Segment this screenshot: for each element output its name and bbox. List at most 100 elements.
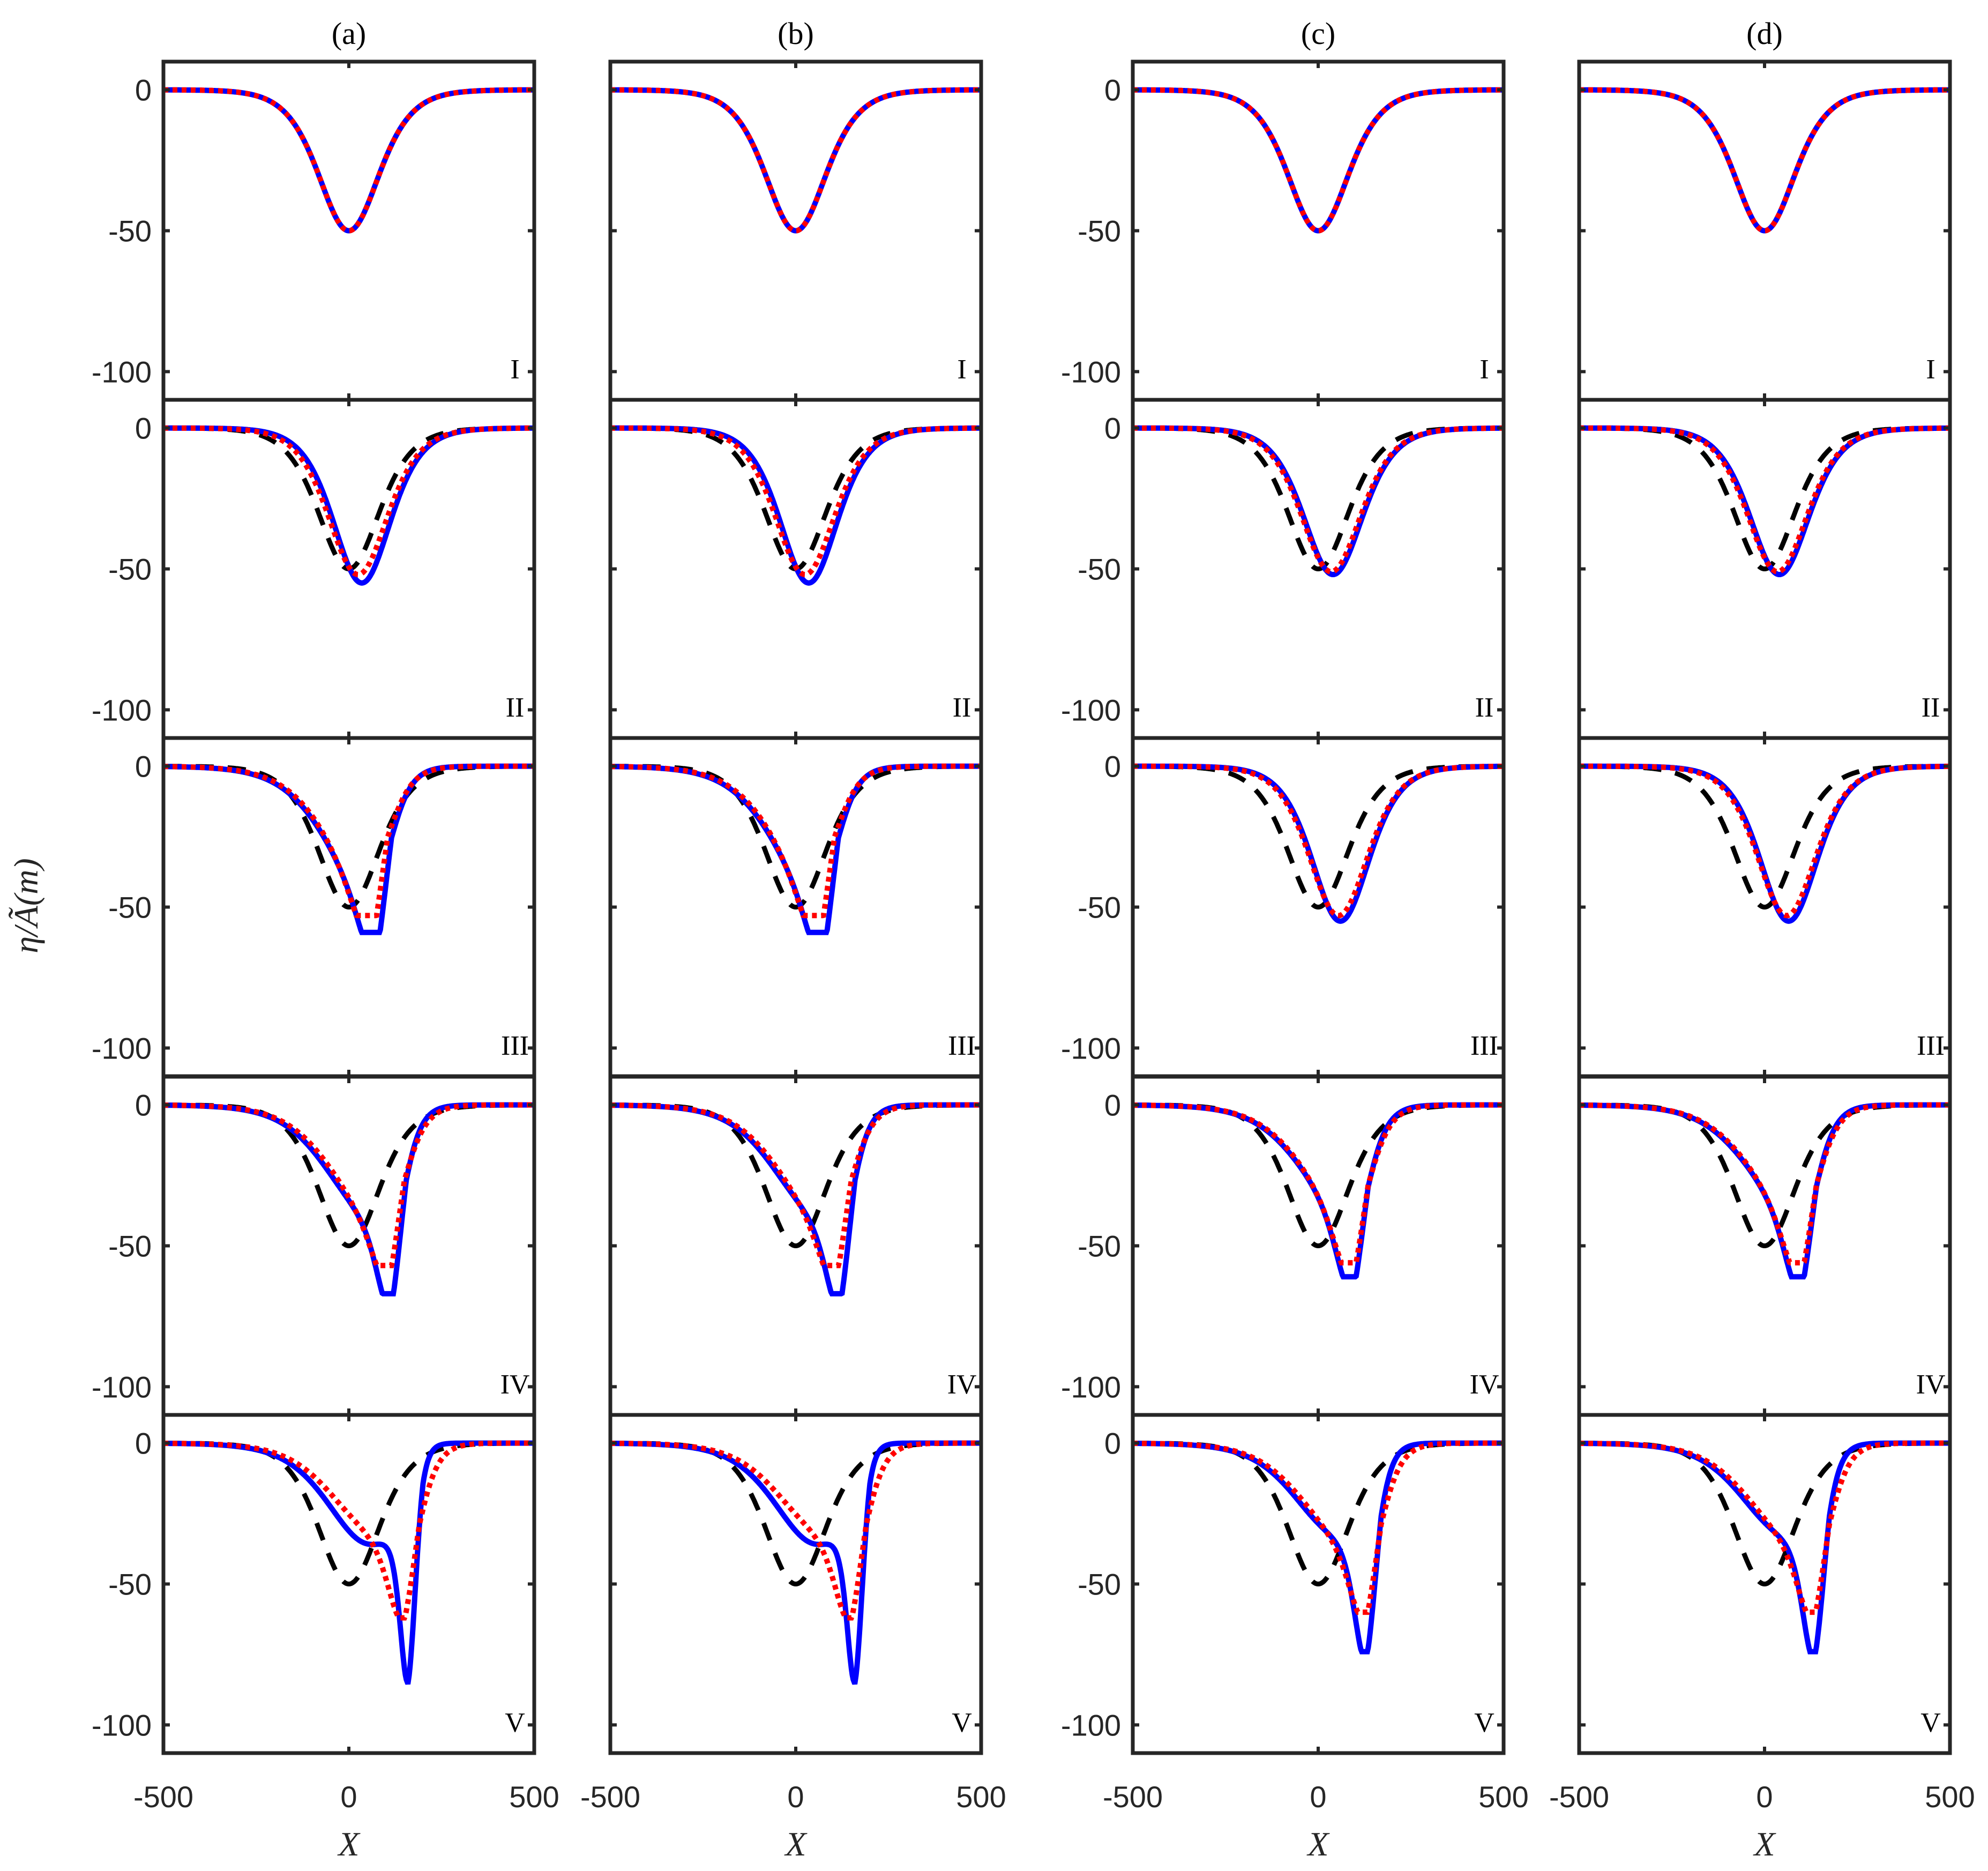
row-label: V <box>505 1708 525 1738</box>
y-tick-label: -100 <box>92 1708 152 1742</box>
row-label: I <box>1926 354 1935 385</box>
solid-blue-curve <box>163 425 534 586</box>
row-label: III <box>501 1031 529 1061</box>
solid-blue-curve <box>1579 763 1950 924</box>
y-tick-label: -100 <box>92 1031 152 1065</box>
row-label: I <box>957 354 966 385</box>
y-tick-label: -50 <box>108 1229 152 1263</box>
y-tick-label: -50 <box>108 891 152 925</box>
y-tick-label: -50 <box>108 1568 152 1601</box>
column-title: (a) <box>332 16 366 51</box>
y-tick-label: -100 <box>1061 1370 1121 1404</box>
panel-d-I: I <box>1577 59 1952 402</box>
panel-a-II: 0 -50 -100 II <box>92 398 536 740</box>
y-tick-label: 0 <box>135 1089 152 1122</box>
solid-blue-curve <box>1133 425 1504 578</box>
solid-blue-curve <box>163 87 534 234</box>
dotted-red-curve <box>163 1102 534 1269</box>
column-title: (b) <box>778 16 814 51</box>
dotted-red-curve <box>163 763 534 919</box>
dotted-red-curve <box>1133 425 1504 575</box>
dotted-red-curve <box>163 1440 534 1621</box>
dotted-red-curve <box>1133 1102 1504 1266</box>
row-label: V <box>1474 1708 1494 1738</box>
row-label: III <box>948 1031 976 1061</box>
row-label: IV <box>1916 1369 1946 1400</box>
dotted-red-curve <box>610 1102 981 1269</box>
x-tick-label: -500 <box>133 1780 193 1814</box>
row-label: II <box>1475 692 1494 723</box>
solid-blue-curve <box>1133 1102 1504 1280</box>
dotted-red-curve <box>1579 425 1950 575</box>
panel-c-II: 0 -50 -100 II <box>1061 398 1506 740</box>
y-tick-label: -50 <box>108 553 152 586</box>
panel-d-IV: IV <box>1577 1075 1952 1417</box>
solid-blue-curve <box>163 1102 534 1296</box>
x-tick-label: 0 <box>1310 1780 1326 1814</box>
solid-blue-curve <box>1133 87 1504 234</box>
panel-a-V: 0 -50 -100 V <box>92 1413 536 1755</box>
y-tick-label: -100 <box>92 1370 152 1404</box>
row-label: IV <box>500 1369 530 1400</box>
row-label: V <box>952 1708 972 1738</box>
y-tick-label: 0 <box>135 412 152 445</box>
y-tick-label: 0 <box>135 1427 152 1460</box>
dotted-red-curve <box>1133 1440 1504 1615</box>
panel-a-III: 0 -50 -100 III <box>92 736 536 1078</box>
y-tick-label: 0 <box>1104 1427 1121 1460</box>
panel-a-I: 0 -50 -100 I <box>92 59 536 402</box>
panel-b-II: II <box>608 398 983 740</box>
dotted-red-curve <box>610 1440 981 1621</box>
dashed-black-curve <box>1133 1102 1504 1249</box>
y-tick-label: -50 <box>1078 891 1121 925</box>
panel-d-III: III <box>1577 736 1952 1078</box>
panel-c-IV: 0 -50 -100 IV <box>1061 1075 1506 1417</box>
dashed-black-curve <box>1579 1102 1950 1249</box>
panel-b-V: V <box>608 1413 983 1755</box>
x-tick-label: 0 <box>787 1780 804 1814</box>
dashed-black-curve <box>610 1441 981 1587</box>
row-label: I <box>1479 354 1489 385</box>
row-label: IV <box>1470 1369 1499 1400</box>
y-tick-label: -50 <box>108 214 152 248</box>
panel-c-I: 0 -50 -100 I <box>1061 59 1506 402</box>
x-tick-label: 500 <box>1478 1780 1528 1814</box>
dashed-black-curve <box>610 87 981 234</box>
solid-blue-curve <box>1579 87 1950 234</box>
dashed-black-curve <box>1579 426 1950 572</box>
y-tick-label: 0 <box>1104 750 1121 784</box>
dotted-red-curve <box>1579 763 1950 919</box>
x-tick-label: 500 <box>509 1780 559 1814</box>
row-label: I <box>510 354 519 385</box>
x-axis-label: X <box>1306 1825 1330 1863</box>
y-tick-label: -100 <box>92 693 152 727</box>
x-tick-label: -500 <box>1103 1780 1163 1814</box>
y-tick-label: -100 <box>1061 1031 1121 1065</box>
column-title: (d) <box>1746 16 1783 51</box>
solid-blue-curve <box>610 1440 981 1685</box>
row-label: II <box>506 692 525 723</box>
solid-blue-curve <box>1133 763 1504 924</box>
row-label: II <box>953 692 971 723</box>
dotted-red-curve <box>1579 1440 1950 1615</box>
dotted-red-curve <box>610 87 981 234</box>
row-label: V <box>1920 1708 1941 1738</box>
y-tick-label: 0 <box>1104 1089 1121 1122</box>
panel-b-IV: IV <box>608 1075 983 1417</box>
y-tick-label: 0 <box>135 750 152 784</box>
y-tick-label: 0 <box>1104 412 1121 445</box>
y-tick-label: -100 <box>1061 1708 1121 1742</box>
solid-blue-curve <box>1579 1440 1950 1654</box>
panel-a-IV: 0 -50 -100 IV <box>92 1075 536 1417</box>
x-axis-label: X <box>783 1825 808 1863</box>
panel-b-III: III <box>608 736 983 1078</box>
dotted-red-curve <box>163 425 534 578</box>
x-tick-label: 500 <box>1925 1780 1975 1814</box>
panel-d-II: II <box>1577 398 1952 740</box>
dashed-black-curve <box>610 426 981 572</box>
dashed-black-curve <box>163 1102 534 1249</box>
solid-blue-curve <box>610 1102 981 1296</box>
panel-b-I: I <box>608 59 983 402</box>
x-axis-label: X <box>337 1825 361 1863</box>
panel-c-V: 0 -50 -100 V <box>1061 1413 1506 1755</box>
